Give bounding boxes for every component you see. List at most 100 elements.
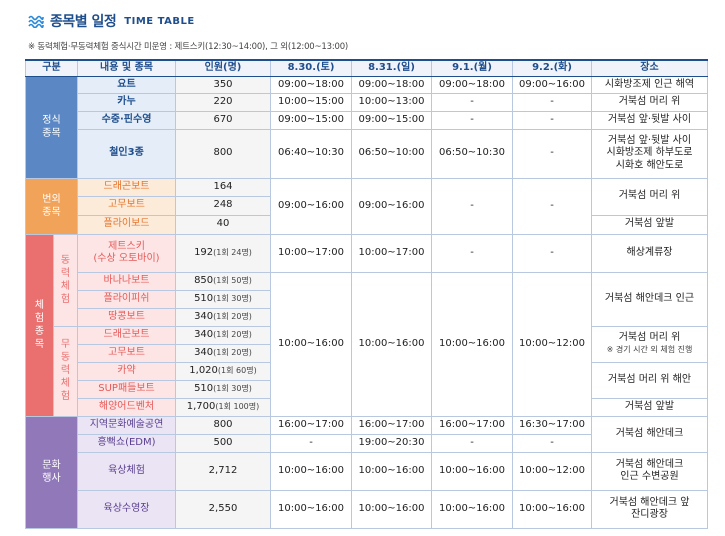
table-row: 정식 종목 요트 350 09:00~18:00 09:00~18:00 09:… [25,76,708,179]
table-row: 수중·핀수영 670 09:00~15:00 09:00~15:00 - - 거… [26,110,708,130]
schedule-table: 구분 내용 및 종목 인원(명) 8.30.(토) 8.31.(일) 9.1.(… [25,59,708,530]
place-cell: 거북섬 해안데크 앞 잔디광장 [591,489,708,530]
count-cell: 2,712 [175,451,271,491]
table-row: 고무보트 248 [26,195,708,216]
count-cell: 510(1회 30명) [175,379,271,399]
page-header: 종목별 일정 TIME TABLE [28,10,195,32]
time-cell: - [512,110,592,130]
count-cell: 248 [175,195,271,216]
item-cell: 고무보트 [77,343,176,363]
col-header-place: 장소 [591,59,708,77]
count-cell: 164 [175,177,271,197]
time-cell: 10:00~16:00 [431,489,513,530]
item-cell: 고무보트 [77,195,176,216]
time-cell: - [512,177,592,235]
time-cell: 09:00~16:00 [270,177,352,235]
category-experience: 체 험 종 목 [25,233,54,417]
place-cell: 거북섬 앞·뒷발 사이 [591,110,708,130]
table-row: 육상수영장 2,550 10:00~16:00 10:00~16:00 10:0… [26,489,708,530]
place-cell: 시화방조제 인근 해역 [591,76,708,94]
time-cell: 10:00~15:00 [270,92,352,112]
item-cell: 플라이보드 [77,214,176,235]
item-cell: 흥뻑쇼(EDM) [77,433,176,453]
table-row: 해양어드벤처 1,700(1회 100명) 거북섬 앞발 [26,397,708,417]
time-cell: 06:50~10:30 [431,128,513,179]
time-cell: 19:00~20:30 [351,433,432,453]
count-cell: 800 [175,128,271,179]
count-cell: 350 [175,76,271,94]
table-row: 육상체험 2,712 10:00~16:00 10:00~16:00 10:00… [26,451,708,491]
table-row: 무 동 력 체 험 드래곤보트 340(1회 20명) 거북섬 머리 위 ※ 경기… [26,325,708,417]
col-header-count: 인원(명) [175,59,271,77]
time-cell: - [431,92,513,112]
item-cell: SUP패들보트 [77,379,176,399]
table-row: 바나나보트 850(1회 50명) 10:00~16:00 10:00~16:0… [26,271,708,417]
count-cell: 40 [175,214,271,235]
time-cell: 06:50~10:00 [351,128,432,179]
time-cell: 10:00~16:00 [270,489,352,530]
time-cell: 10:00~17:00 [270,233,352,273]
time-cell: - [512,433,592,453]
count-cell: 340(1회 20명) [175,307,271,327]
place-cell: 거북섬 앞발 [591,214,708,235]
time-cell: 10:00~16:00 [351,489,432,530]
item-cell: 육상수영장 [77,489,176,530]
table-row: 철인3종 800 06:40~10:30 06:50~10:00 06:50~1… [26,128,708,179]
time-cell: 09:00~18:00 [351,76,432,94]
time-cell: - [270,433,352,453]
count-cell: 1,020(1회 60명) [175,361,271,381]
count-cell: 192(1회 24명) [175,233,271,273]
table-row: 땅콩보트 340(1회 20명) [26,307,708,327]
count-cell: 800 [175,415,271,435]
count-cell: 850(1회 50명) [175,271,271,291]
item-cell: 지역문화예술공연 [77,415,176,435]
time-cell: - [431,433,513,453]
subcategory-nonpowered: 무 동 력 체 험 [53,325,78,417]
item-cell: 제트스키 (수상 오토바이) [77,233,176,273]
time-cell: - [431,177,513,235]
place-cell: 거북섬 해안데크 [591,415,708,453]
item-cell: 플라이피쉬 [77,289,176,309]
place-cell: 거북섬 머리 위 ※ 경기 시간 외 체험 진행 [591,325,708,363]
count-cell: 1,700(1회 100명) [175,397,271,417]
count-cell: 510(1회 30명) [175,289,271,309]
lunch-note: ※ 동력체험·무동력체험 중식시간 미운영 : 제트스키(12:30~14:00… [28,42,349,52]
item-cell: 드래곤보트 [77,325,176,345]
place-cell: 거북섬 해안데크 인근 [591,271,708,327]
time-cell: - [512,233,592,273]
item-cell: 요트 [77,76,176,94]
place-cell: 거북섬 머리 위 [591,92,708,112]
table-row: 번외 종목 드래곤보트 164 09:00~16:00 09:00~16:00 … [25,177,708,235]
time-cell: - [512,128,592,179]
time-cell: - [512,92,592,112]
time-cell: 10:00~17:00 [351,233,432,273]
time-cell: 16:00~17:00 [351,415,432,435]
time-cell: 09:00~15:00 [351,110,432,130]
item-cell: 땅콩보트 [77,307,176,327]
category-culture: 문화 행사 [25,415,78,530]
table-row: 문화 행사 지역문화예술공연 800 16:00~17:00 16:00~17:… [25,415,708,530]
col-header-day1: 8.30.(토) [270,59,352,77]
count-cell: 500 [175,433,271,453]
time-cell: 10:00~16:00 [512,489,592,530]
page-subtitle: TIME TABLE [124,15,195,27]
item-cell: 카약 [77,361,176,381]
table-row: 고무보트 340(1회 20명) [26,343,708,363]
place-cell: 해상계류장 [591,233,708,273]
item-cell: 철인3종 [77,128,176,179]
col-header-day2: 8.31.(일) [351,59,432,77]
time-cell: 16:00~17:00 [431,415,513,435]
time-cell: 10:00~16:00 [351,451,432,491]
item-cell: 카누 [77,92,176,112]
time-cell: 06:40~10:30 [270,128,352,179]
place-cell: 거북섬 앞발 [591,397,708,417]
wave-icon [28,15,44,28]
time-cell: 10:00~16:00 [431,271,513,417]
time-cell: 09:00~16:00 [512,76,592,94]
col-header-category: 구분 [25,59,78,77]
category-extra: 번외 종목 [25,177,78,235]
time-cell: 09:00~16:00 [351,177,432,235]
place-cell: 거북섬 머리 위 [591,177,708,216]
time-cell: - [431,233,513,273]
time-cell: 10:00~12:00 [512,451,592,491]
